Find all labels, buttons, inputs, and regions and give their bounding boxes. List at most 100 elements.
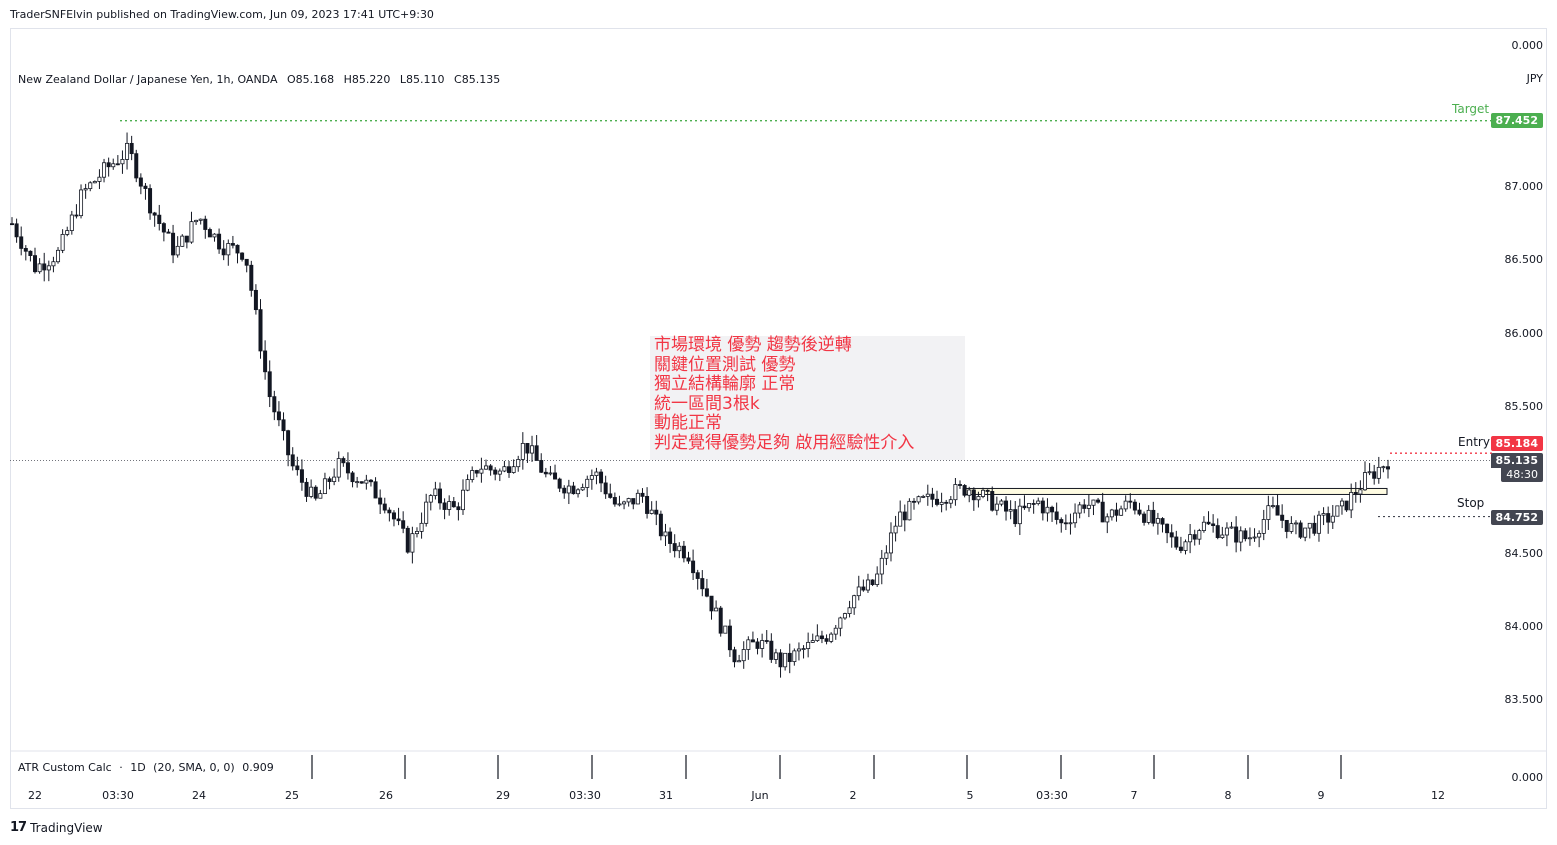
- candle-body: [391, 512, 396, 520]
- candle-body: [106, 162, 111, 168]
- indicator-legend[interactable]: ATR Custom Calc · 1D (20, SMA, 0, 0) 0.9…: [18, 761, 278, 774]
- candle-body: [668, 531, 673, 544]
- candle-body: [1220, 534, 1225, 539]
- candle-body: [171, 232, 176, 256]
- candle-body: [286, 430, 291, 456]
- candle-body: [939, 501, 944, 505]
- candle-body: [760, 640, 765, 649]
- price-tick-label: 84.500: [1504, 546, 1544, 560]
- candle-body: [1188, 534, 1193, 543]
- candle-body: [1280, 514, 1285, 521]
- tradingview-logo-icon: 17: [10, 820, 27, 835]
- time-tick-label: 29: [496, 789, 510, 802]
- candle-body: [842, 613, 847, 619]
- footer[interactable]: 17 TradingView: [10, 820, 103, 835]
- candle-body: [460, 489, 465, 511]
- candle-body: [1386, 466, 1391, 470]
- entry-price-tag: 85.184: [1490, 436, 1543, 451]
- candle-body: [428, 495, 433, 503]
- candle-body: [46, 265, 51, 271]
- candle-body: [543, 471, 548, 475]
- candle-body: [985, 489, 990, 492]
- note-line-3: 獨立結構輪廓 正常: [654, 374, 796, 395]
- candle-body: [907, 500, 912, 521]
- candle-body: [631, 498, 636, 505]
- candle-body: [14, 223, 19, 238]
- candle-body: [902, 511, 907, 521]
- candle-body: [635, 492, 640, 505]
- candle-body: [898, 511, 903, 527]
- current-price-tag: 85.135: [1490, 453, 1543, 468]
- candle-body: [56, 249, 61, 263]
- candle-body: [741, 649, 746, 662]
- candle-body: [1146, 509, 1151, 523]
- candle-body: [1077, 504, 1082, 514]
- candle-body: [465, 479, 470, 491]
- note-line-4: 統一區間3根k: [654, 393, 760, 414]
- candle-body: [714, 607, 719, 612]
- candle-body: [437, 488, 442, 504]
- candle-body: [419, 522, 424, 532]
- candle-body: [1017, 505, 1022, 525]
- candle-body: [152, 212, 157, 216]
- note-line-2: 關鍵位置測試 優勢: [654, 354, 796, 375]
- candle-body: [649, 509, 654, 514]
- candle-body: [318, 493, 323, 499]
- candle-body: [1013, 509, 1018, 525]
- candle-body: [1252, 536, 1257, 539]
- candle-body: [276, 411, 281, 421]
- candle-body: [1303, 527, 1308, 538]
- symbol-legend[interactable]: New Zealand Dollar / Japanese Yen, 1h, O…: [18, 73, 506, 86]
- candle-body: [727, 625, 732, 651]
- candle-body: [1270, 505, 1275, 507]
- candle-body: [88, 182, 93, 190]
- candle-body: [511, 466, 516, 473]
- candle-body: [1128, 500, 1133, 503]
- candle-body: [539, 460, 544, 473]
- candle-body: [1105, 516, 1110, 523]
- candle-body: [925, 493, 930, 497]
- range-zone[interactable]: [962, 487, 1388, 495]
- analysis-note[interactable]: 市場環境 優勢 趨勢後逆轉 關鍵位置測試 優勢 獨立結構輪廓 正常 統一區間3根…: [650, 335, 965, 460]
- indicator-interval: 1D: [130, 761, 146, 774]
- time-tick-label: 9: [1317, 789, 1325, 802]
- candle-body: [704, 588, 709, 597]
- candle-body: [888, 532, 893, 554]
- candle-body: [37, 263, 42, 273]
- time-tick-label: 03:30: [569, 789, 601, 802]
- time-tick-label: 8: [1224, 789, 1232, 802]
- candle-body: [617, 503, 622, 506]
- candle-body: [23, 248, 28, 252]
- candle-body: [424, 501, 429, 524]
- candle-body: [930, 493, 935, 500]
- candle-body: [102, 162, 107, 178]
- candle-body: [272, 396, 277, 413]
- candle-body: [530, 445, 535, 454]
- candle-body: [1197, 530, 1202, 540]
- indicator-dot: ·: [119, 761, 123, 774]
- candle-body: [833, 627, 838, 635]
- chart-frame: [10, 28, 1547, 809]
- candle-body: [456, 506, 461, 511]
- symbol-name: New Zealand Dollar / Japanese Yen, 1h, O…: [18, 73, 278, 86]
- candle-body: [916, 496, 921, 503]
- candle-body: [189, 221, 194, 243]
- candle-body: [1022, 505, 1027, 509]
- candle-body: [1298, 522, 1303, 538]
- candle-body: [33, 255, 38, 273]
- candle-body: [1358, 489, 1363, 495]
- candle-body: [332, 476, 337, 482]
- candle-body: [935, 498, 940, 505]
- candle-body: [442, 502, 447, 510]
- time-tick-label: 22: [28, 789, 42, 802]
- candle-body: [1201, 521, 1206, 531]
- candle-body: [79, 189, 84, 217]
- atr-indicator-pane: [10, 750, 1547, 779]
- candle-body: [1100, 501, 1105, 523]
- candle-body: [566, 485, 571, 494]
- candle-body: [589, 475, 594, 480]
- indicator-value: 0.909: [242, 761, 274, 774]
- candle-body: [405, 527, 410, 553]
- candle-body: [911, 500, 916, 503]
